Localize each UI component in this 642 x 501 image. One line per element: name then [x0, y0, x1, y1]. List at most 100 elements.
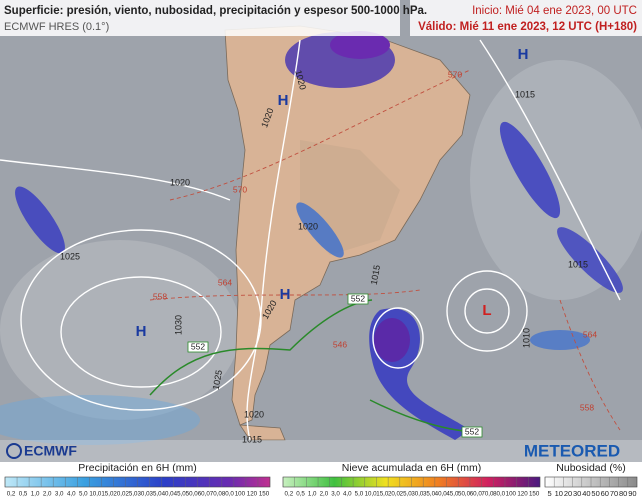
isobar: [246, 39, 301, 441]
legend-tick-label: 0,2: [285, 491, 294, 498]
thickness-label: 564: [218, 277, 232, 287]
isobar: [372, 307, 424, 369]
legend-tick-label: 10,0: [365, 491, 378, 498]
rain-band: [0, 395, 200, 445]
legend-tick-label: 30,0: [411, 491, 424, 498]
header-init: Inicio: Mié 04 ene 2023, 00 UTC: [472, 5, 637, 17]
legend-tick-label: 40,0: [162, 491, 175, 498]
legend-tick-label: 80,0: [493, 491, 506, 498]
thickness-label-box: [347, 293, 369, 305]
isobar-label: 1015: [242, 434, 262, 444]
legend-tick-label: 20,0: [388, 491, 401, 498]
precip-band: [499, 121, 561, 219]
legend-tick-label: 2,0: [320, 491, 329, 498]
legend-tick-label: 40,0: [435, 491, 448, 498]
pressure-center: H: [280, 286, 291, 303]
legend-tick-label: 70,0: [481, 491, 494, 498]
isobar: [20, 229, 262, 411]
isobar: [479, 39, 621, 301]
thickness-label: 546: [333, 339, 347, 349]
thickness-label: 552: [351, 293, 365, 303]
legend-tick-label: 5,0: [79, 491, 88, 498]
legend-tick-label: 150: [529, 491, 540, 498]
legend-tick-label: 2,0: [43, 491, 52, 498]
legend-tick-label: 1,0: [308, 491, 317, 498]
legend-tick-label: 25,0: [400, 491, 413, 498]
legend-tick-label: 50,0: [458, 491, 471, 498]
legend-tick-label: 90: [628, 489, 636, 498]
land-tierra-del-fuego: [239, 424, 286, 441]
legend-tick-label: 60,0: [198, 491, 211, 498]
legend-tick-label: 5,0: [355, 491, 364, 498]
thickness-label: 558: [580, 402, 594, 412]
logo-ecmwf: ECMWF: [24, 443, 77, 459]
legend-tick-label: 120: [517, 491, 528, 498]
header-model: ECMWF HRES (0.1°): [4, 21, 109, 33]
legend-tick-label: 40: [582, 489, 590, 498]
legend-tick-label: 45,0: [446, 491, 459, 498]
legend-tick-label: 0,5: [19, 491, 28, 498]
isobar: [0, 159, 231, 201]
isobar: [60, 276, 222, 388]
legend-tick-label: 15,0: [376, 491, 389, 498]
legend-tick-label: 60: [601, 489, 609, 498]
isobar-label: 1030: [173, 315, 183, 335]
legend-tick-label: 1,0: [31, 491, 40, 498]
legend-title: Nubosidad (%): [556, 462, 625, 474]
precip-band: [557, 227, 623, 293]
legend-tick-label: 25,0: [125, 491, 138, 498]
pressure-center: H: [136, 323, 147, 340]
thickness-label: 552: [191, 341, 205, 351]
isobar-label: 1010: [521, 328, 531, 348]
legend-tick-label: 50: [591, 489, 599, 498]
legend-tick-label: 0,5: [296, 491, 305, 498]
thickness-line: [559, 299, 621, 431]
header-title: Superficie: presión, viento, nubosidad, …: [4, 5, 427, 17]
legend-tick-label: 70: [610, 489, 618, 498]
cloud-area: [470, 60, 642, 300]
legend-tick-label: 45,0: [174, 491, 187, 498]
legend-tick-label: 15,0: [101, 491, 114, 498]
legend-tick-label: 80: [619, 489, 627, 498]
isobar: [464, 288, 510, 334]
thickness-line: [169, 69, 471, 201]
legend-tick-label: 100: [235, 491, 246, 498]
isobar-label: 1015: [515, 89, 535, 99]
thickness-line: [149, 289, 421, 301]
cloud-area: [0, 240, 240, 420]
legend-title: Nieve acumulada en 6H (mm): [342, 462, 481, 474]
legend-tick-label: 50,0: [186, 491, 199, 498]
header-left-box: [0, 0, 400, 36]
pressure-center: H: [518, 46, 529, 63]
legend-tick-label: 100: [506, 491, 517, 498]
precip-blob: [330, 31, 390, 59]
isobar-label: 1020: [298, 221, 318, 231]
legend-tick-label: 3,0: [55, 491, 64, 498]
isobar: [446, 270, 528, 352]
isobar-label: 1015: [568, 259, 588, 269]
legend-tick-label: 35,0: [423, 491, 436, 498]
legend-tick-label: 20: [564, 489, 572, 498]
thickness-label: 564: [583, 329, 597, 339]
legend-tick-label: 5: [548, 489, 552, 498]
legend-tick-label: 35,0: [150, 491, 163, 498]
legend-tick-label: 150: [259, 491, 270, 498]
isobar-label: 1020: [170, 177, 190, 187]
legend-title: Precipitación en 6H (mm): [78, 462, 196, 474]
precip-band: [15, 186, 65, 254]
ecmwf-logo-mark: [6, 443, 22, 459]
thickness-label: 570: [448, 69, 462, 79]
pressure-center: H: [278, 92, 289, 109]
pressure-center: L: [482, 302, 491, 319]
thickness-lines: [149, 69, 621, 431]
legend-tick-label: 3,0: [331, 491, 340, 498]
legend-tick-label: 0,2: [7, 491, 16, 498]
precip-band: [296, 202, 344, 258]
legend-tick-label: 4,0: [343, 491, 352, 498]
logo-strip: [0, 440, 642, 462]
legend-tick-label: 20,0: [113, 491, 126, 498]
thickness-label-box: [187, 341, 209, 353]
legend-tick-label: 30,0: [137, 491, 150, 498]
